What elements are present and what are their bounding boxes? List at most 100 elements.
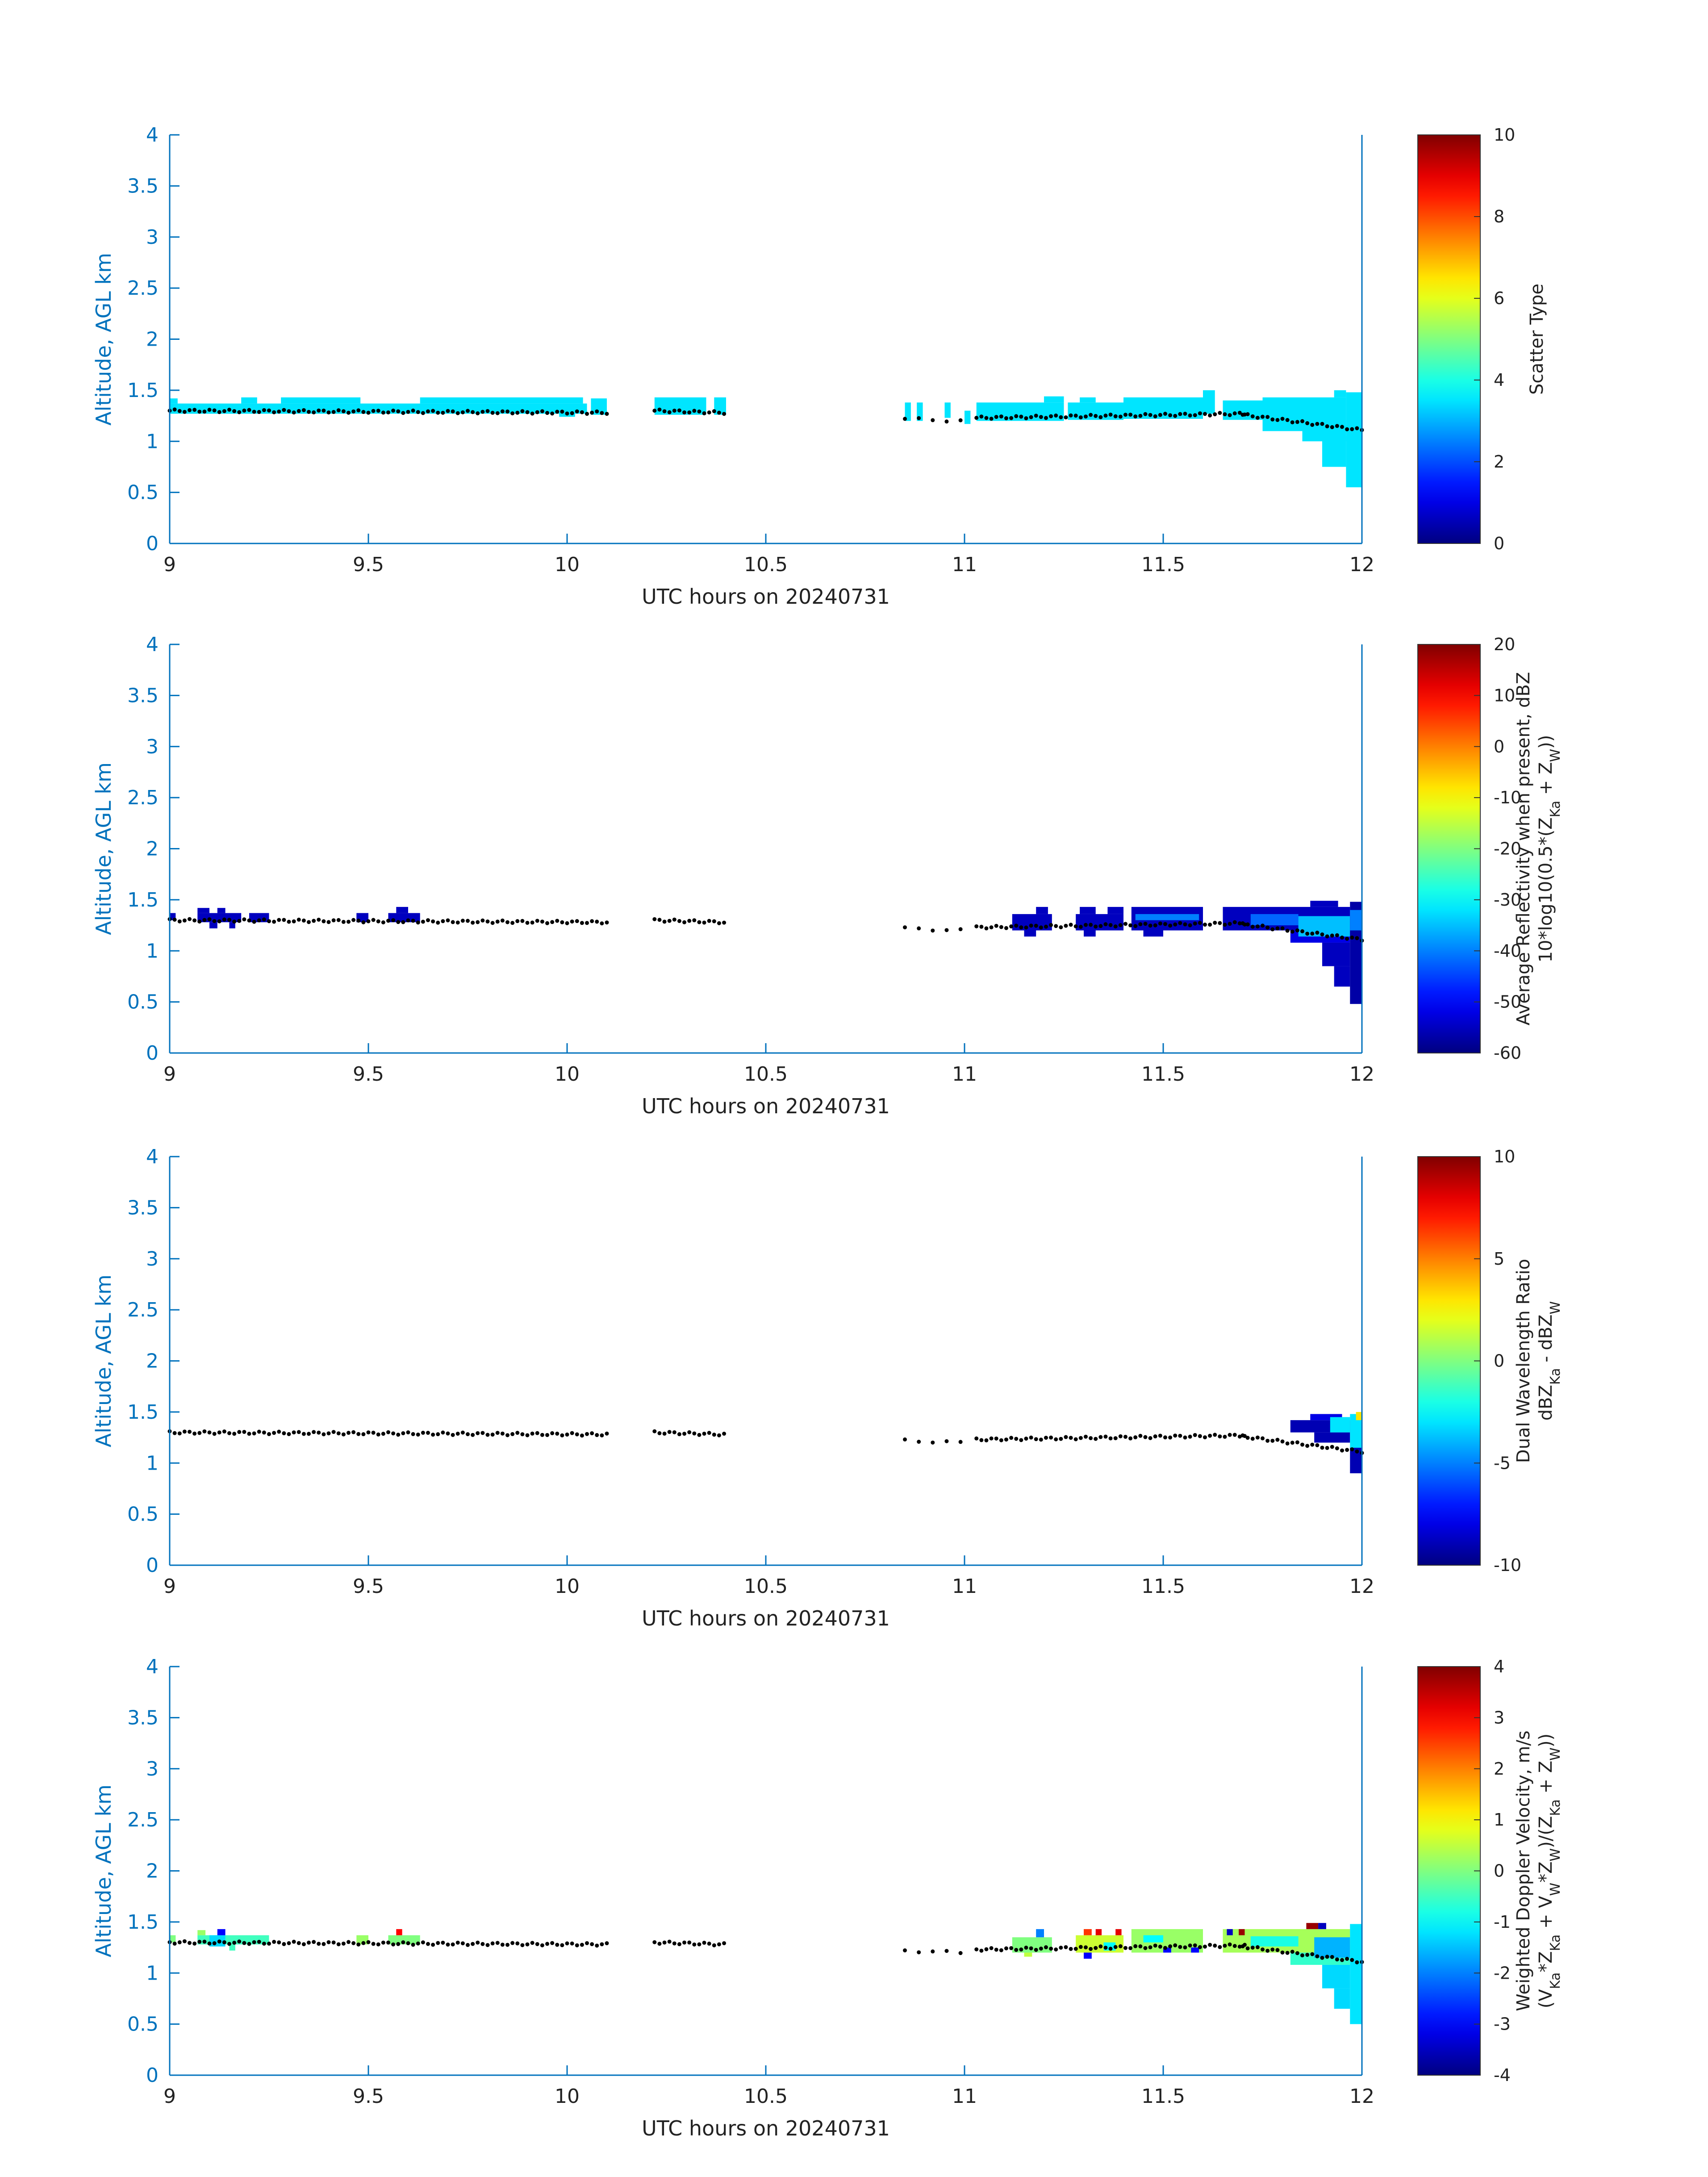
cloud-base-dot — [1089, 1947, 1093, 1951]
cloud-base-dot — [520, 1943, 525, 1947]
colorbar-tick-label: -2 — [1494, 1963, 1511, 1983]
cloud-base-dot — [366, 919, 371, 923]
cloud-base-dot — [331, 918, 336, 923]
cloud-base-dot — [1173, 414, 1178, 418]
cloud-base-dot — [903, 417, 907, 421]
cloud-base-dot — [301, 918, 306, 923]
cloud-base-dot — [381, 410, 385, 415]
cloud-base-dot — [197, 919, 202, 924]
cloud-base-dot — [1143, 412, 1148, 416]
cloud-base-dot — [202, 1939, 207, 1944]
cloud-base-dot — [1034, 1437, 1038, 1442]
cloud-base-dot — [677, 919, 681, 923]
cloud-base-dot — [692, 409, 697, 413]
cloud-base-dot — [1300, 1442, 1304, 1447]
heatmap-cell — [1356, 1412, 1362, 1421]
cloud-base-dot — [347, 919, 351, 924]
cloud-base-dot — [1069, 1436, 1073, 1440]
cloud-base-dot — [1153, 1434, 1157, 1439]
cloud-base-dot — [1138, 1944, 1143, 1949]
cloud-base-dot — [336, 918, 341, 922]
cloud-base-dot — [1178, 412, 1182, 416]
cloud-base-dot — [1103, 414, 1108, 418]
cloud-base-dot — [672, 1430, 677, 1434]
cloud-base-dot — [188, 1941, 192, 1945]
cloud-base-dot — [441, 1940, 445, 1945]
cloud-base-dot — [1245, 1436, 1250, 1440]
cloud-base-dot — [1203, 1944, 1207, 1949]
cloud-base-dot — [984, 1438, 989, 1442]
cloud-base-dot — [1330, 1955, 1334, 1959]
cloud-base-dot — [1320, 422, 1324, 426]
cloud-base-dot — [1094, 1437, 1098, 1441]
cloud-base-dot — [520, 1432, 525, 1437]
x-tick-label: 10.5 — [744, 2085, 788, 2108]
colorbar-tick-label: 10 — [1494, 685, 1515, 705]
cloud-base-dot — [1237, 410, 1242, 415]
cloud-base-dot — [1009, 924, 1014, 929]
cloud-base-dot — [172, 1941, 177, 1946]
cloud-base-dot — [1133, 1944, 1138, 1948]
cloud-base-dot — [1208, 923, 1212, 927]
cloud-base-dot — [1158, 1944, 1162, 1949]
cloud-base-dot — [540, 1433, 544, 1437]
cloud-base-dot — [565, 411, 569, 416]
cloud-base-dot — [495, 1431, 500, 1435]
cloud-base-dot — [371, 918, 376, 922]
cloud-base-dot — [431, 1943, 435, 1947]
heatmap-cell — [241, 397, 257, 404]
cloud-base-dot — [555, 1943, 560, 1947]
cloud-base-dot — [515, 919, 520, 923]
cloud-base-dot — [466, 919, 470, 923]
cloud-base-dot — [1340, 936, 1344, 940]
cloud-base-dot — [984, 1947, 989, 1951]
cloud-base-dot — [257, 410, 261, 414]
cloud-base-dot — [177, 919, 182, 923]
cloud-base-dot — [903, 1948, 907, 1953]
cloud-base-dot — [495, 919, 500, 924]
cloud-base-dot — [1350, 427, 1354, 431]
cloud-base-dot — [416, 920, 420, 925]
cloud-base-dot — [366, 1430, 371, 1435]
cloud-base-dot — [1178, 1433, 1182, 1438]
heatmap-cell — [1095, 1929, 1102, 1935]
cloud-base-dot — [722, 1432, 727, 1436]
x-axis-label: UTC hours on 20240731 — [642, 2116, 890, 2140]
cloud-base-dot — [292, 1939, 296, 1944]
cloud-base-dot — [530, 1941, 535, 1945]
cloud-base-dot — [1345, 1956, 1349, 1961]
cloud-base-dot — [510, 1941, 515, 1945]
cloud-base-dot — [697, 920, 702, 924]
cloud-base-dot — [476, 1940, 480, 1945]
cloud-base-dot — [1305, 1444, 1310, 1448]
cloud-base-dot — [237, 1939, 242, 1944]
cloud-base-dot — [1228, 922, 1232, 926]
cloud-base-dot — [411, 1943, 415, 1947]
cloud-base-dot — [376, 1432, 380, 1437]
cloud-base-dot — [1069, 1947, 1073, 1951]
cloud-base-dot — [401, 1431, 405, 1435]
cloud-base-dot — [326, 1940, 331, 1944]
cloud-base-dot — [252, 409, 256, 414]
cloud-base-dot — [262, 1941, 266, 1946]
colorbar-gradient — [1417, 1666, 1481, 2076]
cloud-base-dot — [1148, 1436, 1153, 1440]
colorbar-label: Scatter Type — [1527, 284, 1547, 395]
cloud-base-dot — [667, 1939, 672, 1944]
cloud-base-dot — [1118, 923, 1123, 928]
cloud-base-dot — [958, 1440, 963, 1444]
x-tick-label: 11 — [952, 553, 977, 576]
cloud-base-dot — [1208, 413, 1212, 418]
cloud-base-dot — [1280, 1950, 1285, 1955]
colorbar-tick-label: 2 — [1494, 452, 1504, 472]
heatmap-cell — [1250, 1936, 1299, 1947]
cloud-base-dot — [672, 917, 677, 922]
cloud-base-dot — [1004, 926, 1008, 930]
cloud-base-dot — [326, 1431, 331, 1436]
cloud-base-dot — [1064, 415, 1068, 420]
cloud-base-dot — [1203, 412, 1207, 416]
cloud-base-dot — [505, 1433, 509, 1437]
cloud-base-dot — [1355, 426, 1359, 430]
x-tick-label: 11 — [952, 2085, 977, 2108]
cloud-base-dot — [662, 1940, 667, 1945]
